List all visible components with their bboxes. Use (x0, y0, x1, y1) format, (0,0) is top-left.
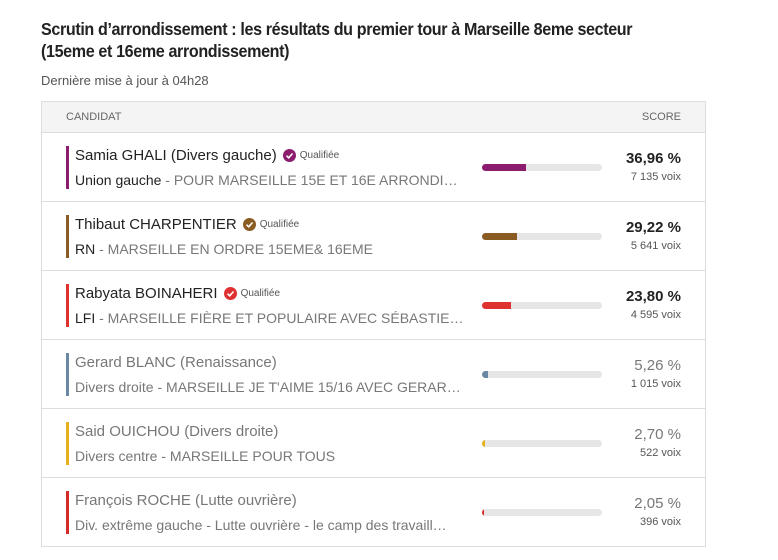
score: 29,22 % (625, 219, 681, 236)
name-text: Gerard BLANC (Renaissance) (75, 354, 277, 371)
name-text: Samia GHALI (Divers gauche) (75, 147, 277, 164)
bar-track (482, 302, 602, 309)
list-name: - MARSEILLE POUR TOUS (161, 448, 336, 464)
list-name: - MARSEILLE EN ORDRE 15EME& 16EME (99, 241, 373, 257)
qualified-badge: Qualifiée (223, 287, 281, 300)
list-name: - MARSEILLE JE T'AIME 15/16 AVEC GERAR… (157, 379, 461, 395)
name-text: Thibaut CHARPENTIER (75, 216, 237, 233)
bar-track (482, 233, 602, 240)
list-line: LFI - MARSEILLE FIÈRE ET POPULAIRE AVEC … (75, 310, 475, 326)
bar-track (482, 509, 602, 516)
check-icon (242, 218, 256, 231)
score-bar (482, 233, 518, 240)
update-time: Dernière mise à jour à 04h28 (41, 73, 209, 88)
list-line: Union gauche - POUR MARSEILLE 15E ET 16E… (75, 172, 475, 188)
votes: 1 015 voix (630, 378, 681, 390)
table-header: CANDIDAT SCORE (42, 102, 705, 132)
votes: 4 595 voix (630, 309, 681, 321)
candidate-name: Gerard BLANC (Renaissance) (75, 354, 277, 371)
results-table: CANDIDAT SCORE Samia GHALI (Divers gauch… (41, 101, 706, 547)
name-text: Rabyata BOINAHERI (75, 285, 218, 302)
color-stripe (66, 422, 69, 465)
color-stripe (66, 284, 69, 327)
qualified-badge: Qualifiée (242, 218, 300, 231)
candidate-name: Said OUICHOU (Divers droite) (75, 423, 278, 440)
list-name: - POUR MARSEILLE 15E ET 16E ARRONDI… (165, 172, 458, 188)
score: 2,70 % (634, 426, 681, 443)
score-bar (482, 371, 489, 378)
candidate-name: François ROCHE (Lutte ouvrière) (75, 492, 297, 509)
votes: 522 voix (640, 447, 681, 459)
candidate-row: Gerard BLANC (Renaissance) Divers droite … (42, 339, 705, 408)
score-bar (482, 164, 527, 171)
candidate-row: Thibaut CHARPENTIER Qualifiée RN - MARSEIL… (42, 201, 705, 270)
list-name: - Lutte ouvrière - le camp des travaill… (206, 517, 447, 533)
party: Union gauche (75, 172, 162, 188)
qualified-badge: Qualifiée (282, 149, 340, 162)
column-header: CANDIDAT (66, 111, 122, 123)
party: Divers droite (75, 379, 154, 395)
candidate-name: Thibaut CHARPENTIER Qualifiée (75, 216, 299, 233)
score: 5,26 % (634, 357, 681, 374)
candidate-row: François ROCHE (Lutte ouvrière) Div. extr… (42, 477, 705, 546)
bar-track (482, 164, 602, 171)
list-line: RN - MARSEILLE EN ORDRE 15EME& 16EME (75, 241, 475, 257)
name-text: François ROCHE (Lutte ouvrière) (75, 492, 297, 509)
title: Scrutin d’arrondissement : les résultats… (41, 19, 633, 61)
votes: 396 voix (640, 516, 681, 528)
color-stripe (66, 146, 69, 189)
bar-track (482, 371, 602, 378)
check-icon (282, 149, 296, 162)
party: RN (75, 241, 96, 257)
color-stripe (66, 491, 69, 534)
badge-text: Qualifiée (240, 288, 281, 299)
color-stripe (66, 353, 69, 396)
list-line: Divers droite - MARSEILLE JE T'AIME 15/1… (75, 379, 475, 395)
badge-text: Qualifiée (259, 219, 300, 230)
score-bar (482, 509, 485, 516)
score-bar (482, 440, 486, 447)
score-bar (482, 302, 511, 309)
badge-text: Qualifiée (299, 150, 340, 161)
list-name: - MARSEILLE FIÈRE ET POPULAIRE AVEC SÉBA… (99, 310, 464, 326)
color-stripe (66, 215, 69, 258)
candidate-row: Said OUICHOU (Divers droite) Divers centr… (42, 408, 705, 477)
check-icon (223, 287, 237, 300)
party: Divers centre (75, 448, 158, 464)
candidate-name: Samia GHALI (Divers gauche) Qualifiée (75, 147, 339, 164)
score: 36,96 % (625, 150, 681, 167)
candidate-name: Rabyata BOINAHERI Qualifiée (75, 285, 280, 302)
bar-track (482, 440, 602, 447)
party: LFI (75, 310, 96, 326)
candidate-row: Rabyata BOINAHERI Qualifiée LFI - MARSEILL… (42, 270, 705, 339)
list-line: Div. extrême gauche - Lutte ouvrière - l… (75, 517, 475, 533)
list-line: Divers centre - MARSEILLE POUR TOUS (75, 448, 475, 464)
score: 23,80 % (625, 288, 681, 305)
name-text: Said OUICHOU (Divers droite) (75, 423, 279, 440)
column-header: SCORE (641, 111, 681, 123)
party: Div. extrême gauche (75, 517, 203, 533)
votes: 5 641 voix (630, 240, 681, 252)
score: 2,05 % (634, 495, 681, 512)
votes: 7 135 voix (630, 171, 681, 183)
candidate-row: Samia GHALI (Divers gauche) Qualifiée Unio… (42, 132, 705, 201)
